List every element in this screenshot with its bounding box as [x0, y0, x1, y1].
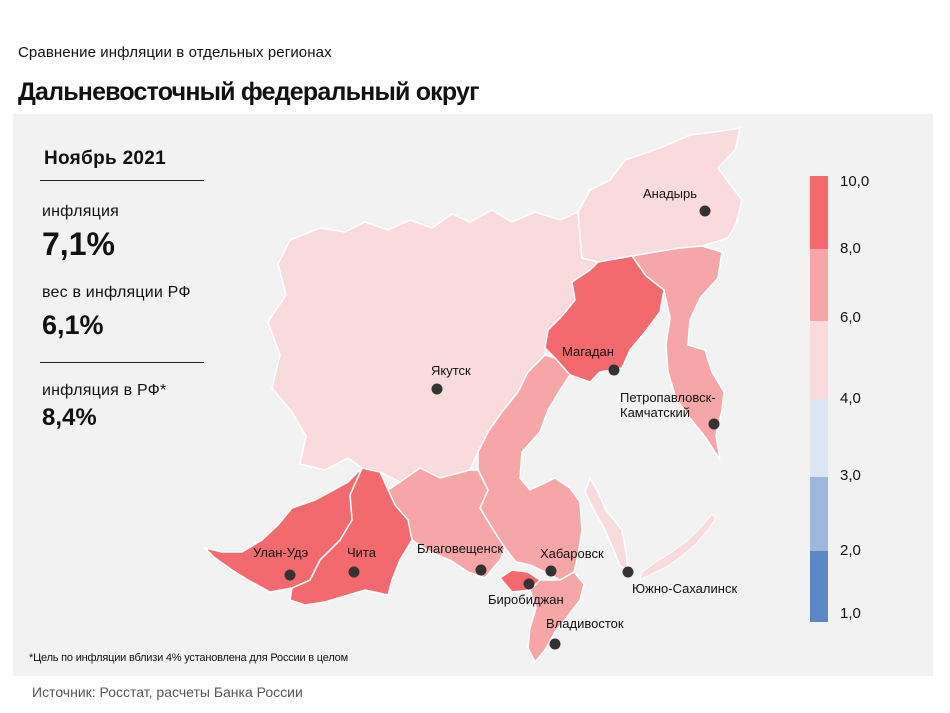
city-label-kamchatsky: Камчатский	[620, 405, 690, 420]
city-label-chita: Чита	[347, 545, 377, 560]
city-label-yakutsk: Якутск	[431, 363, 471, 378]
city-dot-yakutsk	[431, 383, 443, 395]
city-label-magadan: Магадан	[562, 344, 614, 359]
city-label-yuzhno-sakhalinsk: Южно-Сахалинск	[632, 581, 737, 596]
scale-swatch-4-6	[810, 321, 828, 399]
region-buryatia	[202, 467, 363, 593]
city-label-petropavlovsk: Петропавловск-	[620, 390, 716, 405]
city-label-ulan-ude: Улан-Удэ	[253, 545, 309, 560]
rf-inflation-value: 8,4%	[42, 404, 97, 431]
region-kurils	[639, 513, 717, 581]
scale-swatch-8-10	[810, 176, 828, 249]
city-dot-khabarovsk	[545, 565, 557, 577]
city-dot-petropavlovsk	[708, 418, 720, 430]
scale-label-6: 6,0	[840, 309, 861, 326]
scale-label-4: 4,0	[840, 390, 861, 407]
city-label-birobidzhan: Биробиджан	[488, 592, 564, 607]
city-dot-yuzhno-sakhalinsk	[622, 566, 634, 578]
divider-top	[40, 180, 204, 181]
city-dot-magadan	[608, 364, 620, 376]
city-dot-vladivostok	[549, 638, 561, 650]
city-label-khabarovsk: Хабаровск	[540, 546, 604, 561]
region-magadan	[544, 255, 665, 383]
divider-bottom	[40, 362, 204, 363]
city-markers	[284, 205, 720, 650]
scale-label-10: 10,0	[840, 173, 870, 190]
city-dot-birobidzhan	[523, 578, 535, 590]
region-sakhalin	[584, 476, 629, 572]
color-scale	[810, 176, 828, 622]
scale-label-3: 3,0	[840, 467, 861, 484]
source-note: Источник: Росстат, расчеты Банка России	[32, 684, 303, 700]
inflation-value: 7,1%	[42, 226, 115, 262]
period-label: Ноябрь 2021	[44, 148, 167, 169]
region-primorye	[527, 571, 585, 664]
city-dot-blagoveshchensk	[475, 564, 487, 576]
chart-subtitle: Сравнение инфляции в отдельных регионах	[18, 44, 332, 61]
inflation-label: инфляция	[42, 203, 119, 220]
scale-swatch-6-8	[810, 249, 828, 321]
weight-value: 6,1%	[42, 310, 104, 340]
scale-label-1: 1,0	[840, 605, 861, 622]
city-label-anadyr: Анадырь	[643, 186, 697, 201]
city-dot-ulan-ude	[284, 569, 296, 581]
footnote: *Цель по инфляции вблизи 4% установлена …	[29, 652, 348, 664]
region-kamchatka	[630, 245, 725, 461]
scale-label-2: 2,0	[840, 542, 861, 559]
scale-swatch-3-4	[810, 399, 828, 477]
scale-label-8: 8,0	[840, 240, 861, 257]
scale-swatch-2-3	[810, 477, 828, 551]
city-dot-chita	[348, 566, 360, 578]
rf-inflation-label: инфляция в РФ*	[42, 382, 167, 399]
weight-label: вес в инфляции РФ	[42, 284, 191, 301]
city-label-blagoveshchensk: Благовещенск	[417, 541, 503, 556]
city-label-vladivostok: Владивосток	[546, 616, 624, 631]
city-dot-anadyr	[699, 205, 711, 217]
chart-title: Дальневосточный федеральный округ	[18, 78, 480, 106]
scale-swatch-1-2	[810, 551, 828, 622]
